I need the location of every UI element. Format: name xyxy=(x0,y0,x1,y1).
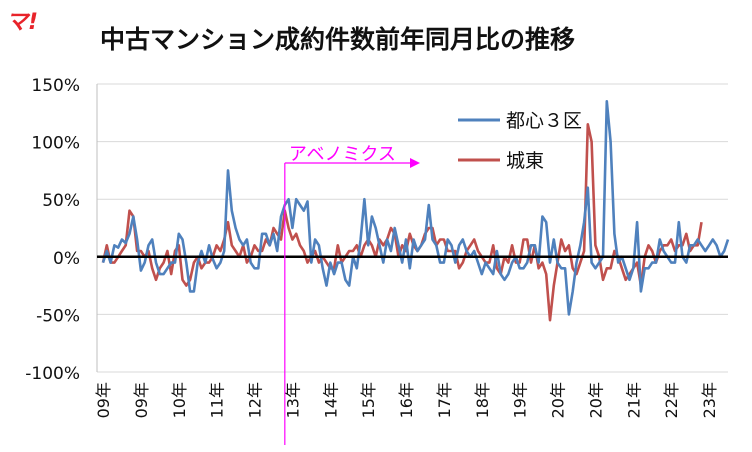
x-tick-label: 09年 xyxy=(132,382,151,418)
x-tick-label: 10年 xyxy=(170,382,189,418)
x-tick-label: 20年 xyxy=(549,382,568,418)
y-tick-label: 150% xyxy=(31,76,80,96)
x-tick-label: 11年 xyxy=(208,382,227,418)
x-tick-label: 14年 xyxy=(321,382,340,418)
series-line xyxy=(101,100,730,316)
y-tick-label: 50% xyxy=(42,191,80,211)
brand-logo: マ! xyxy=(6,10,39,35)
x-tick-label: 20年 xyxy=(586,382,605,418)
y-tick-label: -50% xyxy=(36,306,80,326)
x-tick-label: 18年 xyxy=(473,382,492,418)
series-line xyxy=(101,123,703,322)
x-tick-label: 16年 xyxy=(397,382,416,418)
x-tick-label: 09年 xyxy=(94,382,113,418)
legend-label: 都心３区 xyxy=(506,110,582,132)
x-tick-label: 17年 xyxy=(435,382,454,418)
chart-title: 中古マンション成約件数前年同月比の推移 xyxy=(100,25,576,54)
x-tick-label: 15年 xyxy=(359,382,378,418)
x-tick-label: 22年 xyxy=(662,382,681,418)
y-tick-label: 0% xyxy=(53,249,80,269)
x-tick-label: 23年 xyxy=(700,382,719,418)
annotation-label: アベノミクス xyxy=(289,144,396,165)
x-tick-label: 13年 xyxy=(283,382,302,418)
y-tick-label: 100% xyxy=(31,134,80,154)
annotation-arrowhead xyxy=(410,158,420,168)
legend-label: 城東 xyxy=(506,150,544,172)
x-tick-label: 21年 xyxy=(624,382,643,418)
x-tick-label: 19年 xyxy=(511,382,530,418)
x-tick-label: 12年 xyxy=(246,382,265,418)
y-tick-label: -100% xyxy=(25,364,80,384)
